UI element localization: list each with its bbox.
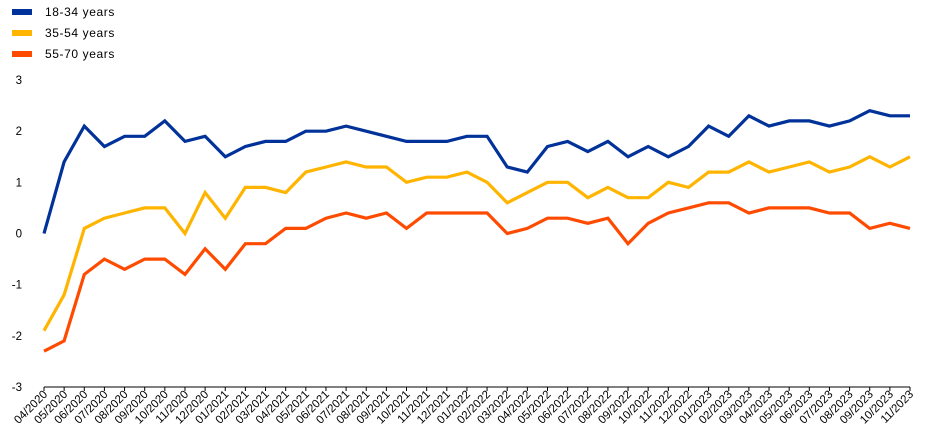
legend-item-35-54: 35-54 years (12, 22, 115, 43)
y-tick-label: -1 (12, 280, 22, 292)
y-tick-label: 0 (16, 229, 22, 241)
legend: 18-34 years 35-54 years 55-70 years (12, 1, 115, 64)
legend-label-18-34: 18-34 years (45, 4, 115, 19)
y-tick-label: 1 (16, 177, 22, 189)
y-tick-label: -2 (12, 331, 22, 343)
series-line-35-54 (42, 155, 911, 332)
y-tick-label: -3 (12, 382, 22, 394)
legend-swatch-35-54 (12, 29, 32, 36)
legend-item-55-70: 55-70 years (12, 43, 115, 64)
y-tick-label: 3 (16, 75, 22, 87)
legend-swatch-18-34 (12, 8, 32, 15)
legend-swatch-55-70 (12, 50, 32, 57)
legend-label-55-70: 55-70 years (45, 46, 115, 61)
series-line-18-34 (42, 109, 910, 234)
y-tick-label: 2 (16, 126, 22, 138)
legend-item-18-34: 18-34 years (12, 1, 115, 22)
series-line-55-70 (43, 201, 911, 353)
legend-label-35-54: 35-54 years (45, 25, 115, 40)
